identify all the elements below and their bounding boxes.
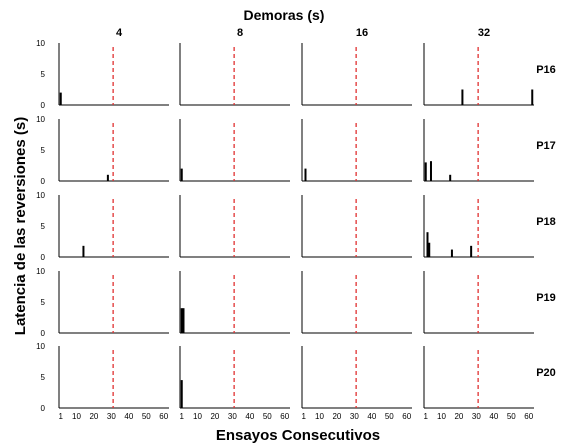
y-tick-label: 0 bbox=[41, 253, 46, 262]
x-tick-label: 30 bbox=[350, 412, 359, 421]
panel-P20-4: 0 5 10 1 10 20 30 40 50 60 bbox=[36, 342, 169, 421]
x-tick-label: 10 bbox=[437, 412, 446, 421]
panel-grid: 4 8 16 32 P16 P17 P18 P19 P20 0 5 10 0 5 10 0 5 10 0 5 10 0 5 1… bbox=[36, 27, 556, 421]
x-tick-label: 30 bbox=[228, 412, 237, 421]
y-tick-label: 10 bbox=[36, 267, 45, 276]
panel-P19-16 bbox=[301, 271, 412, 334]
panel-P18-4: 0 5 10 bbox=[36, 191, 169, 262]
bar bbox=[450, 249, 453, 257]
panel-P18-16 bbox=[301, 195, 412, 258]
x-tick-label: 30 bbox=[472, 412, 481, 421]
panel-P17-8 bbox=[179, 119, 290, 182]
panel-P17-4: 0 5 10 bbox=[36, 115, 169, 186]
bar bbox=[180, 168, 183, 181]
x-tick-label: 10 bbox=[72, 412, 81, 421]
y-tick-label: 5 bbox=[41, 146, 46, 155]
panel-P20-8: 1 10 20 30 40 50 60 bbox=[179, 346, 290, 421]
y-tick-label: 10 bbox=[36, 342, 45, 351]
x-tick-label: 60 bbox=[280, 412, 289, 421]
x-tick-label: 20 bbox=[89, 412, 98, 421]
column-title-32: 32 bbox=[478, 27, 490, 39]
panel-P19-8 bbox=[179, 271, 290, 334]
bar bbox=[461, 89, 464, 105]
bar bbox=[429, 161, 432, 181]
bar bbox=[470, 245, 473, 257]
bar bbox=[106, 174, 109, 181]
panel-P18-32 bbox=[423, 195, 534, 258]
y-tick-label: 10 bbox=[36, 191, 45, 200]
x-tick-label: 60 bbox=[524, 412, 533, 421]
x-tick-label: 50 bbox=[142, 412, 151, 421]
panel-P20-32: 1 10 20 30 40 50 60 bbox=[423, 346, 534, 421]
bar bbox=[59, 92, 62, 105]
x-tick-label: 30 bbox=[107, 412, 116, 421]
panel-P20-16: 1 10 20 30 40 50 60 bbox=[301, 346, 412, 421]
column-title-16: 16 bbox=[356, 27, 368, 39]
y-tick-label: 5 bbox=[41, 222, 46, 231]
panel-P19-4: 0 5 10 bbox=[36, 267, 169, 338]
x-tick-label: 60 bbox=[159, 412, 168, 421]
panel-P16-4: 0 5 10 bbox=[36, 39, 169, 110]
x-tick-label: 1 bbox=[180, 412, 185, 421]
y-tick-label: 0 bbox=[41, 404, 46, 413]
y-tick-label: 10 bbox=[36, 115, 45, 124]
y-tick-label: 5 bbox=[41, 70, 46, 79]
x-tick-label: 10 bbox=[193, 412, 202, 421]
x-tick-label: 1 bbox=[424, 412, 429, 421]
y-tick-label: 5 bbox=[41, 298, 46, 307]
chart-title: Demoras (s) bbox=[244, 7, 325, 23]
x-tick-label: 1 bbox=[59, 412, 64, 421]
bar bbox=[304, 168, 307, 181]
row-title-P17: P17 bbox=[536, 140, 556, 152]
x-axis-label: Ensayos Consecutivos bbox=[216, 427, 380, 444]
x-tick-label: 50 bbox=[385, 412, 394, 421]
panel-P17-32 bbox=[423, 119, 534, 182]
bar bbox=[428, 242, 431, 257]
x-tick-label: 50 bbox=[507, 412, 516, 421]
bar bbox=[424, 162, 427, 181]
bar bbox=[182, 308, 185, 333]
panel-P16-32 bbox=[423, 43, 534, 106]
x-tick-label: 40 bbox=[245, 412, 254, 421]
x-tick-label: 20 bbox=[210, 412, 219, 421]
panel-P17-16 bbox=[301, 119, 412, 182]
panel-P16-16 bbox=[301, 43, 412, 106]
y-tick-label: 0 bbox=[41, 329, 46, 338]
x-tick-label: 60 bbox=[402, 412, 411, 421]
bar bbox=[531, 89, 534, 105]
row-title-P16: P16 bbox=[536, 64, 556, 76]
y-tick-label: 5 bbox=[41, 373, 46, 382]
row-title-P20: P20 bbox=[536, 367, 556, 379]
y-tick-label: 0 bbox=[41, 177, 46, 186]
y-axis-label: Latencia de las reversiones (s) bbox=[12, 117, 29, 335]
bar bbox=[449, 174, 452, 181]
y-tick-label: 0 bbox=[41, 101, 46, 110]
x-tick-label: 1 bbox=[302, 412, 307, 421]
x-tick-label: 20 bbox=[454, 412, 463, 421]
x-tick-label: 10 bbox=[315, 412, 324, 421]
x-tick-label: 50 bbox=[263, 412, 272, 421]
x-tick-label: 40 bbox=[367, 412, 376, 421]
bar bbox=[180, 308, 183, 333]
bar bbox=[180, 380, 183, 408]
x-tick-label: 40 bbox=[489, 412, 498, 421]
x-tick-label: 40 bbox=[124, 412, 133, 421]
y-tick-label: 10 bbox=[36, 39, 45, 48]
column-title-8: 8 bbox=[237, 27, 243, 39]
bar bbox=[426, 232, 429, 257]
row-title-P18: P18 bbox=[536, 216, 556, 228]
panel-P18-8 bbox=[179, 195, 290, 258]
bar bbox=[82, 245, 85, 257]
panel-P19-32 bbox=[423, 271, 534, 334]
panel-P16-8 bbox=[179, 43, 290, 106]
column-title-4: 4 bbox=[116, 27, 123, 39]
row-title-P19: P19 bbox=[536, 292, 556, 304]
x-tick-label: 20 bbox=[332, 412, 341, 421]
